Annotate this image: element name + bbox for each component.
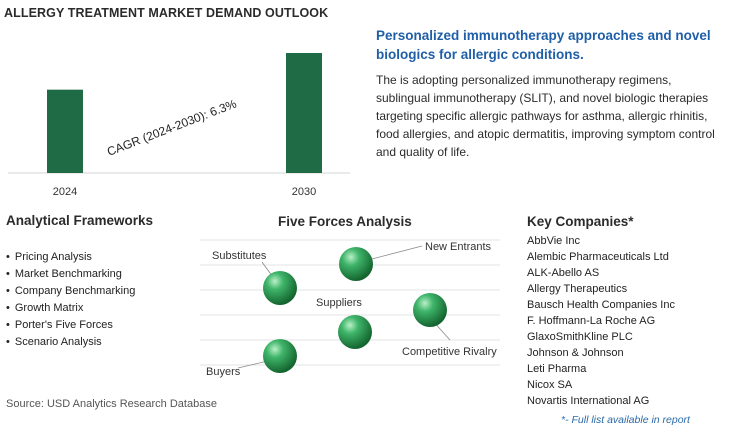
bar-2024	[47, 89, 83, 173]
suppliers-sphere	[338, 315, 372, 349]
company-item: GlaxoSmithKline PLC	[527, 331, 633, 343]
frameworks-list: Pricing AnalysisMarket BenchmarkingCompa…	[6, 249, 135, 351]
chart-title: ALLERGY TREATMENT MARKET DEMAND OUTLOOK	[4, 6, 329, 20]
framework-item: Porter's Five Forces	[6, 317, 135, 334]
five-forces-title: Five Forces Analysis	[278, 214, 412, 229]
company-item: Leti Pharma	[527, 363, 587, 375]
framework-item: Pricing Analysis	[6, 249, 135, 266]
framework-item: Company Benchmarking	[6, 283, 135, 300]
new-entrants-label: New Entrants	[425, 241, 492, 253]
source-note: Source: USD Analytics Research Database	[6, 398, 217, 410]
framework-item: Growth Matrix	[6, 300, 135, 317]
suppliers-label: Suppliers	[316, 297, 362, 309]
buyers-sphere	[263, 339, 297, 373]
buyers-label: Buyers	[206, 366, 241, 378]
company-item: F. Hoffmann-La Roche AG	[527, 315, 656, 327]
x-tick-label: 2024	[53, 186, 77, 198]
substitutes-label: Substitutes	[212, 250, 267, 262]
company-item: Bausch Health Companies Inc	[527, 299, 675, 311]
framework-item: Scenario Analysis	[6, 334, 135, 351]
full-list-footnote: *- Full list available in report	[561, 414, 690, 426]
x-tick-label: 2030	[292, 186, 316, 198]
company-item: Alembic Pharmaceuticals Ltd	[527, 251, 669, 263]
new-entrants-sphere	[339, 247, 373, 281]
substitutes-sphere	[263, 271, 297, 305]
cagr-annotation: CAGR (2024-2030): 6.3%	[105, 96, 239, 158]
market-bar-chart: 2024 2030 CAGR (2024-2030): 6.3%	[8, 53, 350, 198]
company-item: Nicox SA	[527, 379, 573, 391]
framework-item: Market Benchmarking	[6, 266, 135, 283]
competitive-rivalry-label: Competitive Rivalry	[402, 346, 497, 358]
company-item: Johnson & Johnson	[527, 347, 624, 359]
company-item: AbbVie Inc	[527, 235, 581, 247]
company-item: ALK-Abello AS	[527, 267, 600, 279]
companies-list: AbbVie Inc Alembic Pharmaceuticals Ltd ALK…	[527, 233, 675, 409]
company-item: Novartis International AG	[527, 395, 650, 407]
bar-2030	[286, 53, 322, 173]
description: The is adopting personalized immunothera…	[376, 73, 715, 159]
competitive-rivalry-sphere	[413, 293, 447, 327]
company-item: Allergy Therapeutics	[527, 283, 628, 295]
headline: Personalized immunotherapy approaches an…	[376, 28, 711, 62]
companies-title: Key Companies*	[527, 214, 634, 229]
frameworks-title: Analytical Frameworks	[6, 213, 154, 228]
five-forces-diagram: Substitutes New Entrants Suppliers Compe…	[200, 239, 500, 378]
